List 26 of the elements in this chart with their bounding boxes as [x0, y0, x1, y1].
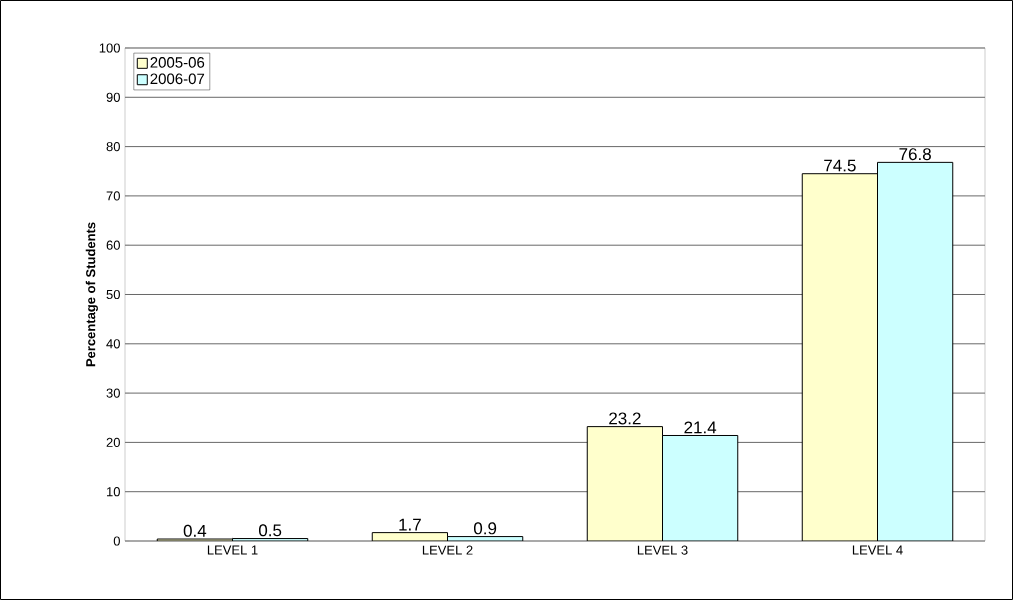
legend-label: 2005-06 — [150, 57, 205, 68]
y-axis-title: Percentage of Students — [85, 222, 98, 367]
y-tick-label: 100 — [99, 43, 120, 53]
data-label: 1.7 — [399, 518, 421, 531]
data-label: 0.9 — [473, 522, 497, 535]
y-tick-label: 90 — [106, 92, 120, 102]
y-tick-label: 70 — [106, 191, 120, 201]
data-label: 23.2 — [609, 412, 641, 425]
data-label: 0.4 — [183, 524, 207, 537]
y-tick-label: 0 — [113, 536, 120, 546]
x-tick-label: LEVEL 2 — [422, 545, 473, 555]
data-label: 21.4 — [684, 421, 717, 434]
x-tick-label: LEVEL 3 — [637, 545, 688, 555]
data-label: 74.5 — [824, 159, 856, 172]
y-tick-label: 60 — [106, 240, 120, 250]
y-tick-label: 80 — [106, 141, 120, 152]
legend-label: 2006-07 — [150, 73, 205, 85]
y-tick-label: 40 — [106, 339, 120, 349]
y-tick-label: 50 — [106, 289, 120, 300]
y-tick-label: 20 — [106, 437, 120, 447]
y-tick-label: 30 — [106, 388, 120, 398]
y-tick-label: 10 — [106, 487, 120, 497]
x-tick-label: LEVEL 1 — [207, 545, 258, 555]
data-label: 76.8 — [899, 148, 931, 161]
data-label: 0.5 — [258, 524, 282, 537]
x-tick-label: LEVEL 4 — [852, 545, 903, 555]
